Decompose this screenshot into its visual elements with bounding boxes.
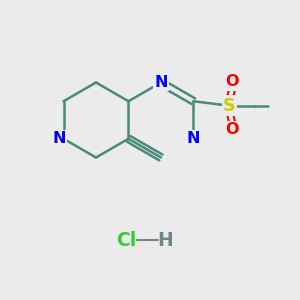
Text: N: N (187, 131, 200, 146)
Text: O: O (226, 122, 239, 137)
Text: N: N (154, 75, 168, 90)
Text: H: H (157, 230, 173, 250)
Text: N: N (52, 131, 66, 146)
Text: S: S (223, 97, 236, 115)
Text: Cl: Cl (116, 230, 136, 250)
Text: O: O (226, 74, 239, 89)
